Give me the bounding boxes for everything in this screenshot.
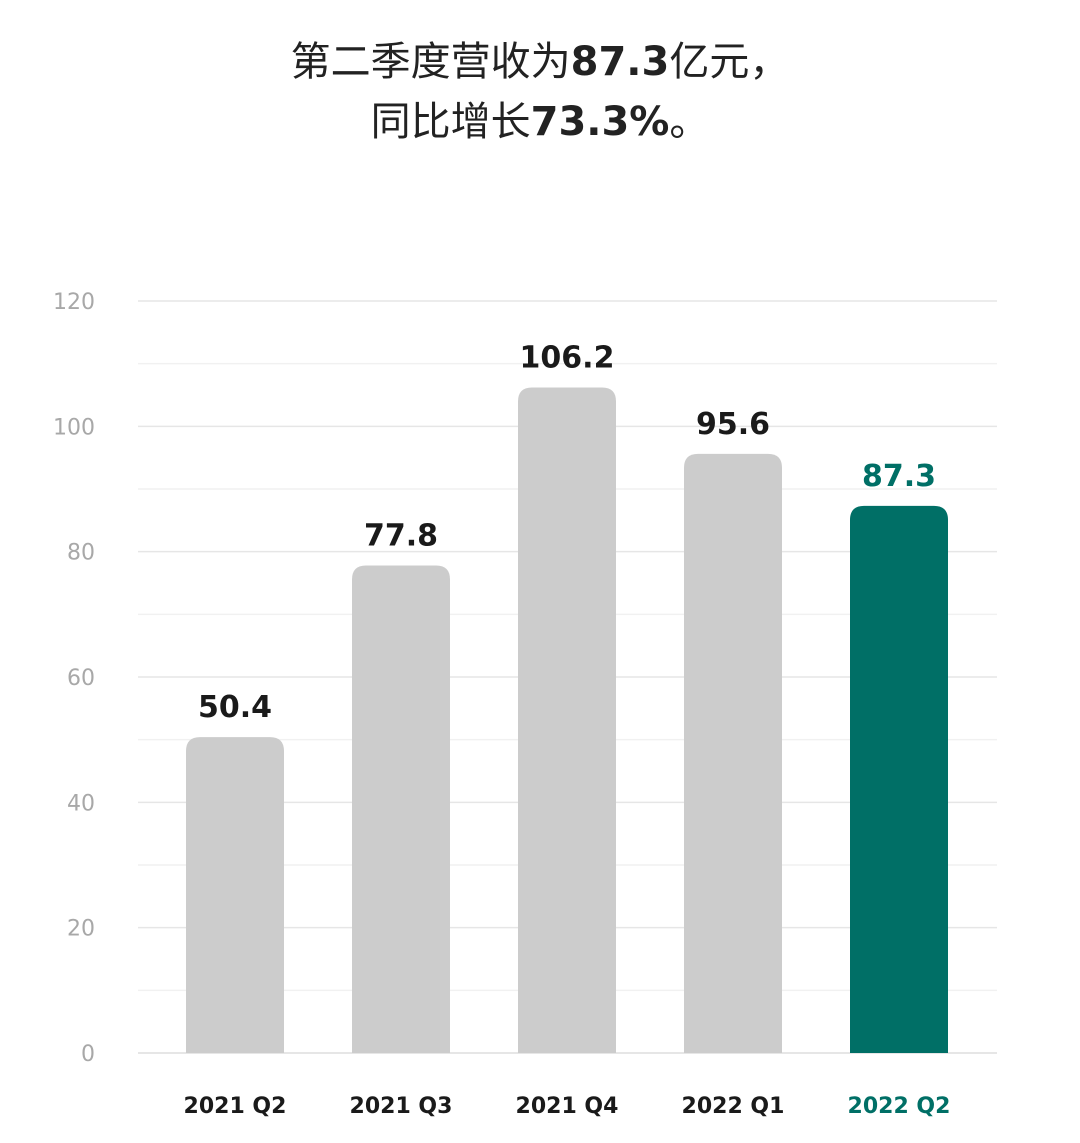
x-tick-label: 2022 Q1 (682, 1094, 785, 1119)
y-tick-label: 20 (67, 917, 95, 942)
y-tick-label: 120 (53, 290, 95, 315)
x-tick-label: 2021 Q2 (184, 1094, 287, 1119)
title-line-1-suffix: 亿元， (669, 39, 790, 85)
bar-2021-q3 (352, 565, 450, 1053)
y-tick-label: 40 (67, 791, 95, 816)
y-tick-label: 80 (67, 541, 95, 566)
data-label: 87.3 (862, 459, 936, 494)
x-axis-ticks: 2021 Q2 2021 Q3 2021 Q4 2022 Q1 2022 Q2 (184, 1094, 951, 1119)
bar-2022-q2 (850, 505, 948, 1053)
bar-2021-q2 (186, 737, 284, 1053)
x-tick-label: 2021 Q4 (516, 1094, 619, 1119)
title-line-2-text: 同比增长 (370, 99, 531, 145)
title-growth-value: 73.3% (530, 99, 670, 145)
title-line-1-text: 第二季度营收为 (290, 39, 571, 85)
data-labels: 50.4 77.8 106.2 95.6 87.3 (198, 340, 936, 725)
data-label: 50.4 (198, 690, 272, 725)
data-label: 95.6 (696, 407, 770, 442)
bar-2021-q4 (518, 387, 616, 1054)
data-label: 106.2 (520, 340, 615, 375)
title-line-2: 同比增长73.3%。 (0, 92, 1080, 152)
bars (186, 387, 948, 1054)
y-tick-label: 60 (67, 666, 95, 691)
x-tick-label: 2022 Q2 (848, 1094, 951, 1119)
title-line-1: 第二季度营收为87.3亿元， (0, 32, 1080, 92)
x-tick-label: 2021 Q3 (350, 1094, 453, 1119)
chart-title: 第二季度营收为87.3亿元， 同比增长73.3%。 (0, 32, 1080, 152)
title-line-2-suffix: 。 (669, 99, 710, 145)
data-label: 77.8 (364, 518, 438, 553)
title-revenue-value: 87.3 (570, 39, 670, 85)
y-tick-label: 0 (81, 1042, 95, 1067)
y-tick-label: 100 (53, 415, 95, 440)
bar-2022-q1 (684, 453, 782, 1053)
y-axis-ticks: 0 20 40 60 80 100 120 (53, 290, 95, 1067)
